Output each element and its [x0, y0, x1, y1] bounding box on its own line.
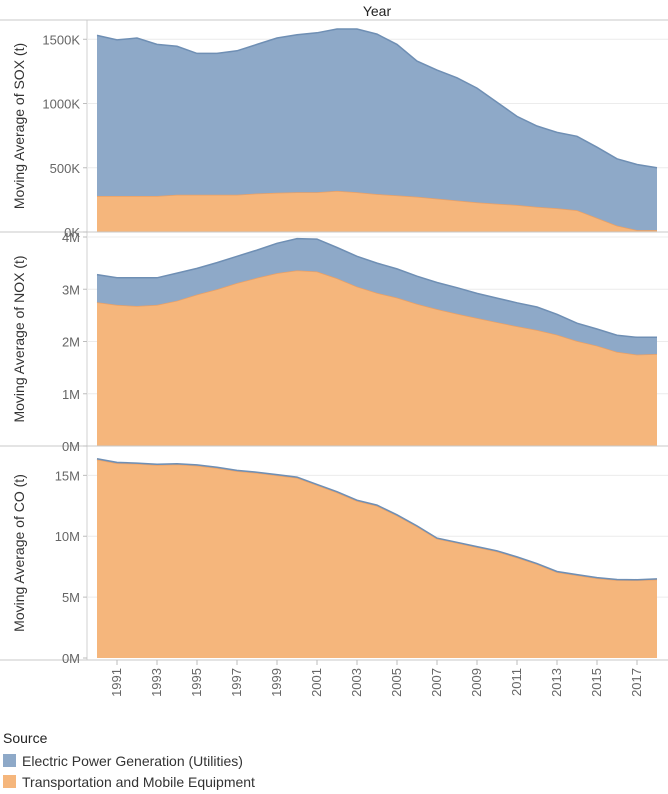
- y-axis-title: Moving Average of SOX (t): [11, 43, 27, 209]
- y-tick-label: 5M: [62, 590, 80, 605]
- area-transportation[interactable]: [97, 459, 657, 659]
- y-tick-label: 0K: [64, 225, 80, 240]
- y-tick-label: 15M: [55, 468, 80, 483]
- panel-3: 0M 5M 10M 15M Moving Average of CO (t): [0, 458, 668, 666]
- x-tick-label: 1993: [149, 668, 164, 697]
- x-tick-label: 2011: [509, 668, 524, 696]
- area-edge-electric: [96, 237, 657, 339]
- y-axis-title: Moving Average of CO (t): [11, 474, 27, 632]
- legend-item-transportation[interactable]: Transportation and Mobile Equipment: [3, 771, 255, 792]
- area-edge-electric: [96, 458, 658, 581]
- y-tick-label: 1500K: [42, 32, 80, 47]
- area-electric[interactable]: [97, 29, 657, 231]
- area-edge-electric: [96, 28, 658, 169]
- x-tick-label: 2013: [549, 668, 564, 697]
- area-transportation[interactable]: [97, 270, 657, 446]
- panel-2: 0M 1M 2M 3M 4M Moving Average of NOX (t): [0, 230, 668, 454]
- y-tick-label: 0M: [62, 651, 80, 666]
- legend-swatch-transportation: [3, 775, 16, 788]
- y-axis-title: Moving Average of NOX (t): [11, 255, 27, 422]
- x-tick-label: 2015: [589, 668, 604, 697]
- legend-item-electric[interactable]: Electric Power Generation (Utilities): [3, 750, 255, 771]
- area-transportation[interactable]: [97, 190, 657, 232]
- chart-panels: 0K 500K 1000K 1500K Moving Average of SOX (t…: [0, 19, 668, 666]
- legend-label-electric: Electric Power Generation (Utilities): [22, 752, 243, 769]
- panel-1: 0K 500K 1000K 1500K Moving Average of SOX (t…: [0, 28, 668, 240]
- x-tick-label: 1995: [189, 668, 204, 697]
- y-tick-label: 1000K: [42, 97, 80, 112]
- y-tick-label: 0M: [62, 439, 80, 454]
- legend-swatch-electric: [3, 754, 16, 767]
- y-tick-label: 4M: [62, 230, 80, 245]
- x-tick-label: 2017: [629, 668, 644, 697]
- x-tick-label: 2007: [429, 668, 444, 697]
- y-tick-label: 2M: [62, 335, 80, 350]
- y-tick-label: 10M: [55, 529, 80, 544]
- x-tick-label: 2001: [309, 668, 324, 697]
- area-electric[interactable]: [97, 238, 657, 355]
- legend-title: Source: [3, 730, 48, 746]
- x-tick-label: 2005: [389, 668, 404, 697]
- legend-label-transportation: Transportation and Mobile Equipment: [22, 773, 255, 790]
- y-tick-label: 3M: [62, 282, 80, 297]
- column-title: Year: [363, 3, 392, 19]
- x-tick-label: 1991: [109, 668, 124, 697]
- x-tick-label: 1997: [229, 668, 244, 697]
- y-tick-label: 500K: [50, 161, 81, 176]
- y-tick-label: 1M: [62, 387, 80, 402]
- x-axis: 1991 1993 1995 1997 1999 2001 2003 2005 2007 2009…: [109, 660, 644, 697]
- x-tick-label: 2003: [349, 668, 364, 697]
- area-chart: Year 0K 500K 1000K 1500K Moving Average of S…: [0, 3, 668, 697]
- x-tick-label: 2009: [469, 668, 484, 697]
- x-tick-label: 1999: [269, 668, 284, 697]
- legend: Source Electric Power Generation (Utilit…: [3, 730, 255, 792]
